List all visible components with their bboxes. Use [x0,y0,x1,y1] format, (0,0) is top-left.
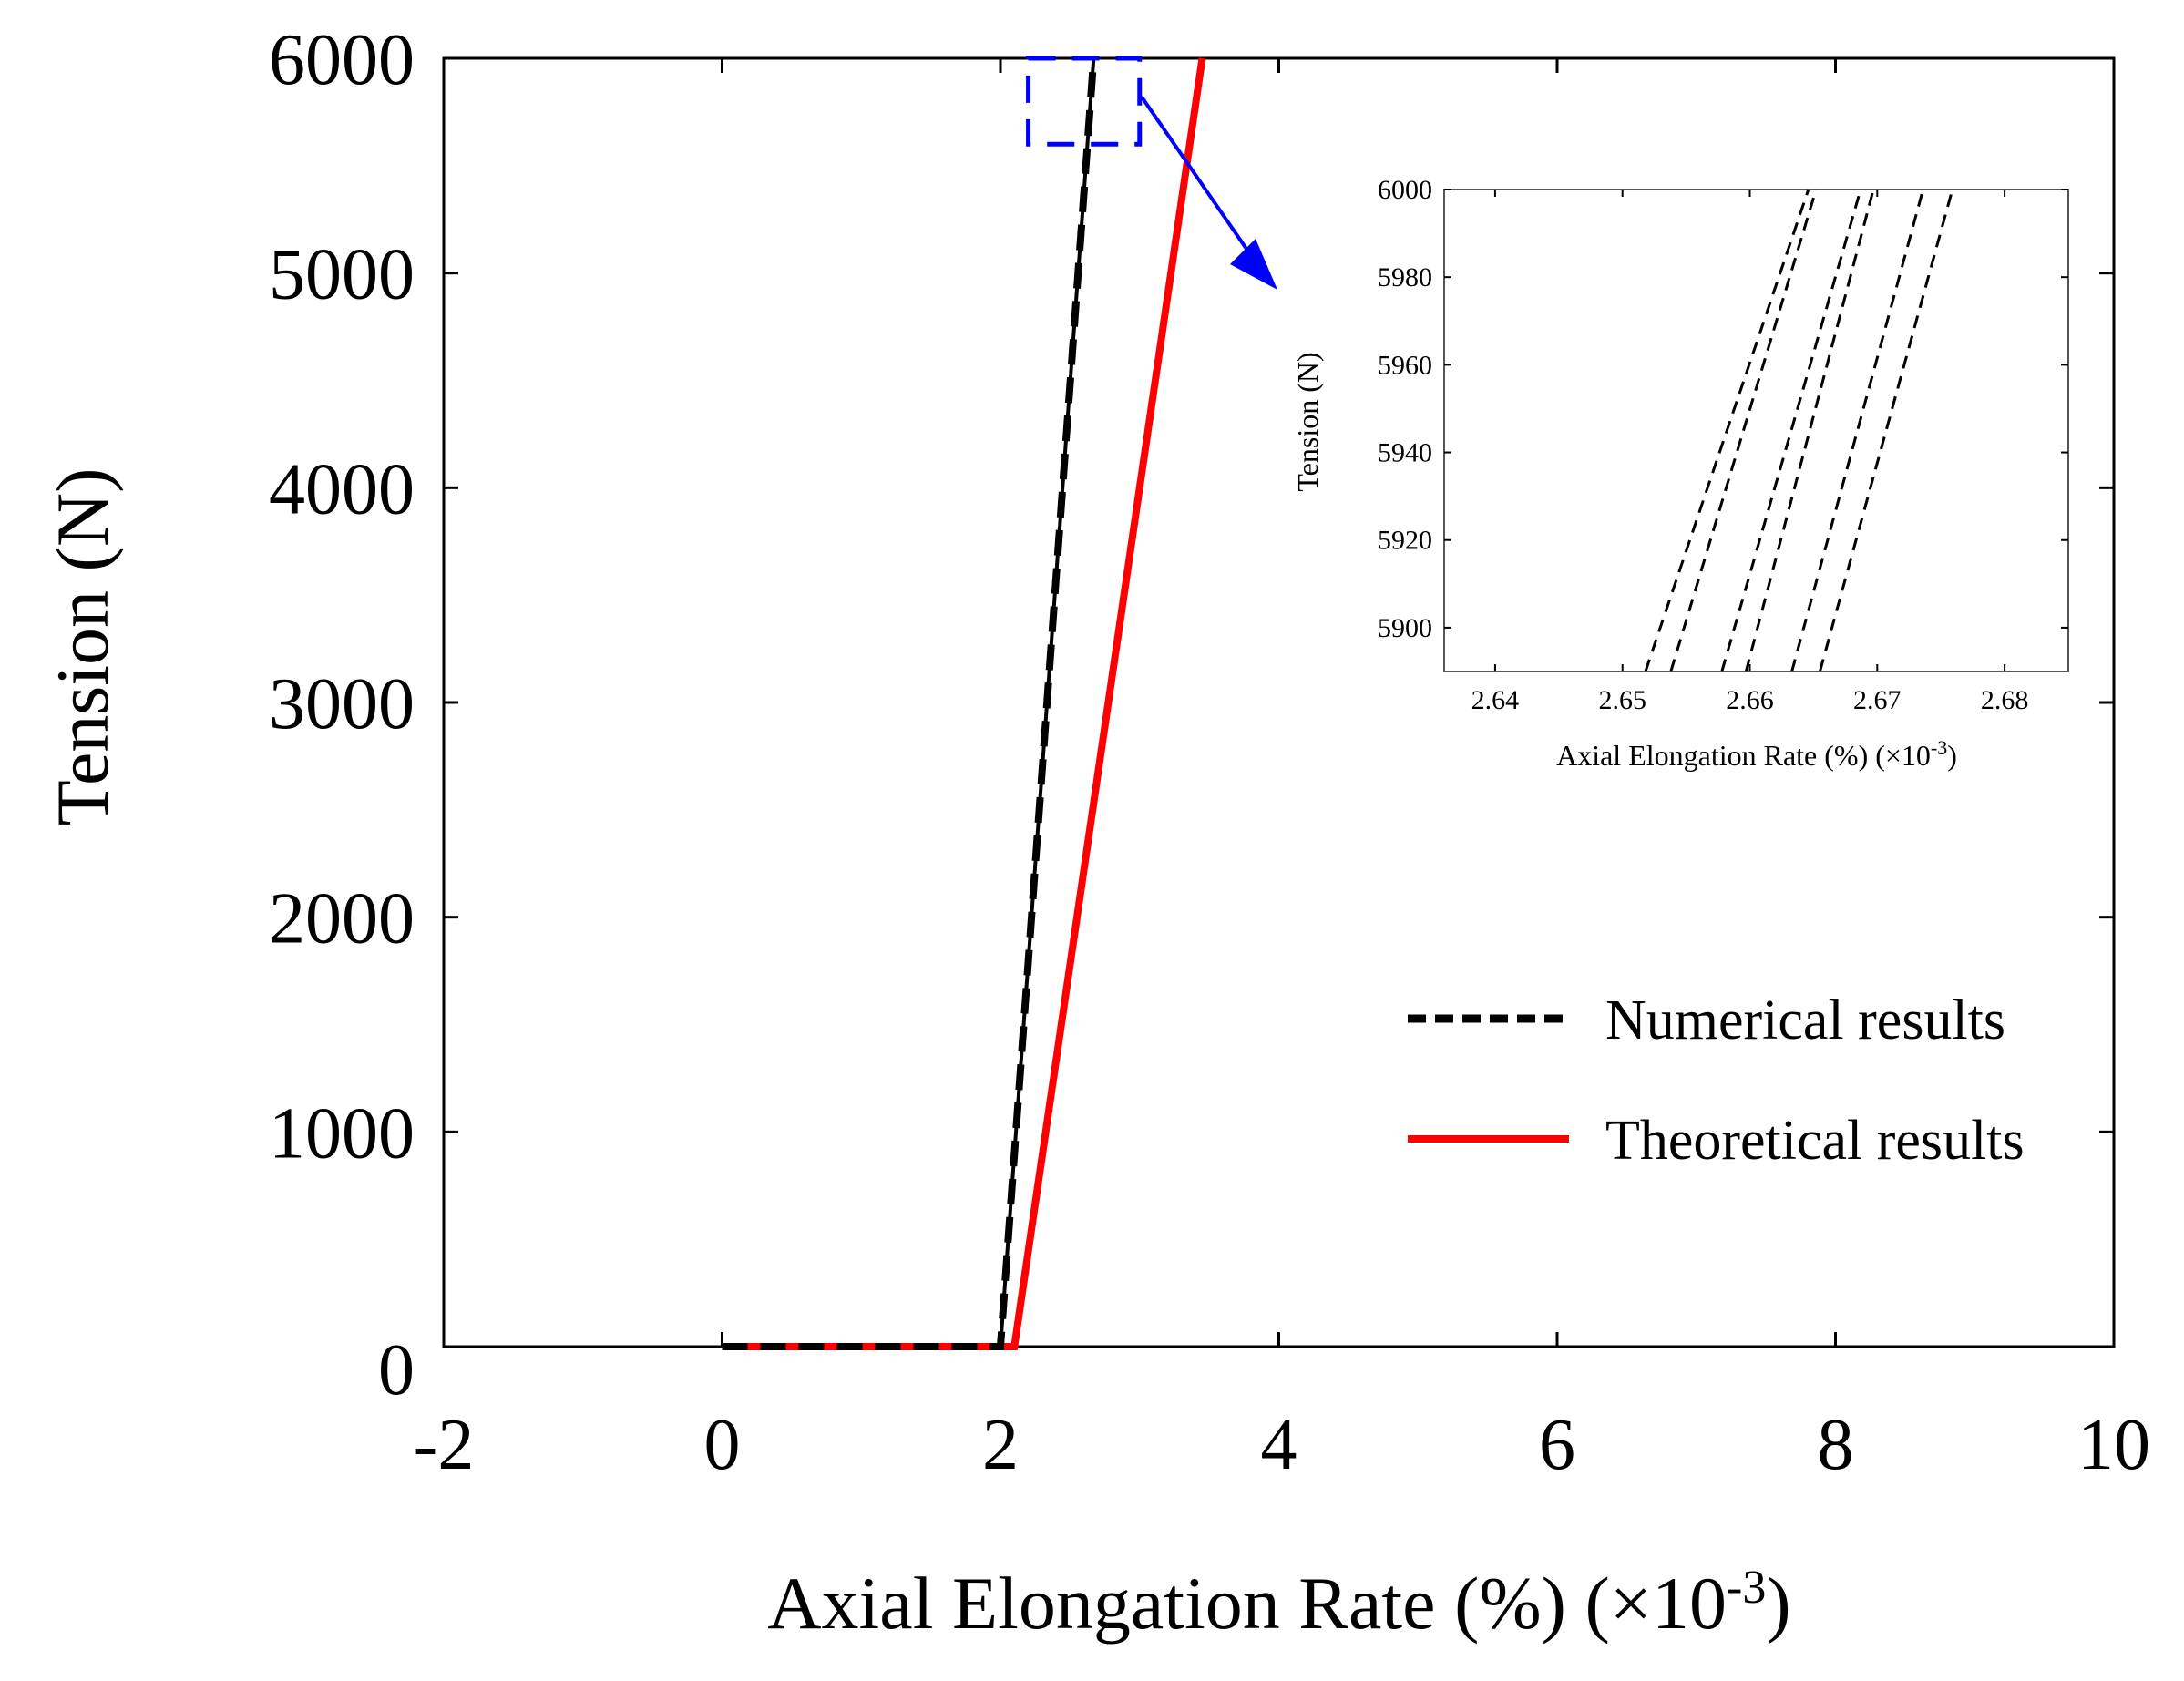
x-tick-label: 4 [1261,1405,1297,1485]
y-tick-label: 3000 [269,664,415,744]
y-tick-label: 0 [378,1330,415,1410]
zoom-arrowhead [1230,239,1277,290]
inset-y-tick-label: 5980 [1378,262,1432,292]
series-numerical-line [722,57,1098,1350]
inset-y-tick-label: 5920 [1378,526,1432,556]
inset-y-tick-label: 6000 [1378,175,1432,205]
inset-y-tick-label: 5940 [1378,438,1432,468]
x-tick-label: -2 [414,1405,475,1485]
main-chart: -2 0 2 4 6 8 100100020003000400050006000Axial … [41,20,2150,1645]
x-axis-title: Axial Elongation Rate (%) (×10-3) [767,1562,1790,1645]
inset-x-tick-label: 2.67 [1853,685,1902,715]
legend-label: Numerical results [1605,989,2005,1051]
inset-x-axis-title: Axial Elongation Rate (%) (×10-3) [1556,736,1957,773]
zoom-arrow [1140,95,1269,282]
y-tick-label: 4000 [269,449,415,529]
inset-x-tick-label: 2.68 [1981,685,2029,715]
y-tick-label: 2000 [269,879,415,959]
x-tick-label: 10 [2077,1405,2150,1485]
x-tick-label: 2 [982,1405,1019,1485]
inset-y-axis-title: Tension (N) [1291,352,1324,491]
inset-x-tick-label: 2.66 [1726,685,1774,715]
inset-plot-frame [1443,189,2069,672]
inset-y-tick-label: 5960 [1378,350,1432,380]
y-tick-label: 1000 [269,1093,415,1174]
legend: Numerical results Theoretical results [1408,989,2025,1172]
inset-series-line [1669,189,1818,672]
x-tick-label: 8 [1818,1405,1854,1485]
legend-label: Theoretical results [1605,1110,2025,1172]
x-tick-label: 6 [1539,1405,1575,1485]
inset-x-tick-label: 2.65 [1598,685,1646,715]
y-tick-label: 5000 [269,235,415,315]
inset-y-tick-label: 5900 [1378,613,1432,643]
inset-series-line [1644,189,1810,672]
y-tick-label: 6000 [269,20,415,100]
series-numerical-line-overlay [999,57,1096,1348]
zoom-box [1026,56,1143,147]
series-theoretical-line [722,57,1206,1350]
x-tick-label: 0 [704,1405,741,1485]
inset-chart: 2.64 2.65 2.66 2.67 2.68 5900 5920 5940 5960 5980… [1291,175,2069,773]
inset-x-tick-label: 2.64 [1471,685,1520,715]
y-axis-title: Tension (N) [41,468,124,826]
